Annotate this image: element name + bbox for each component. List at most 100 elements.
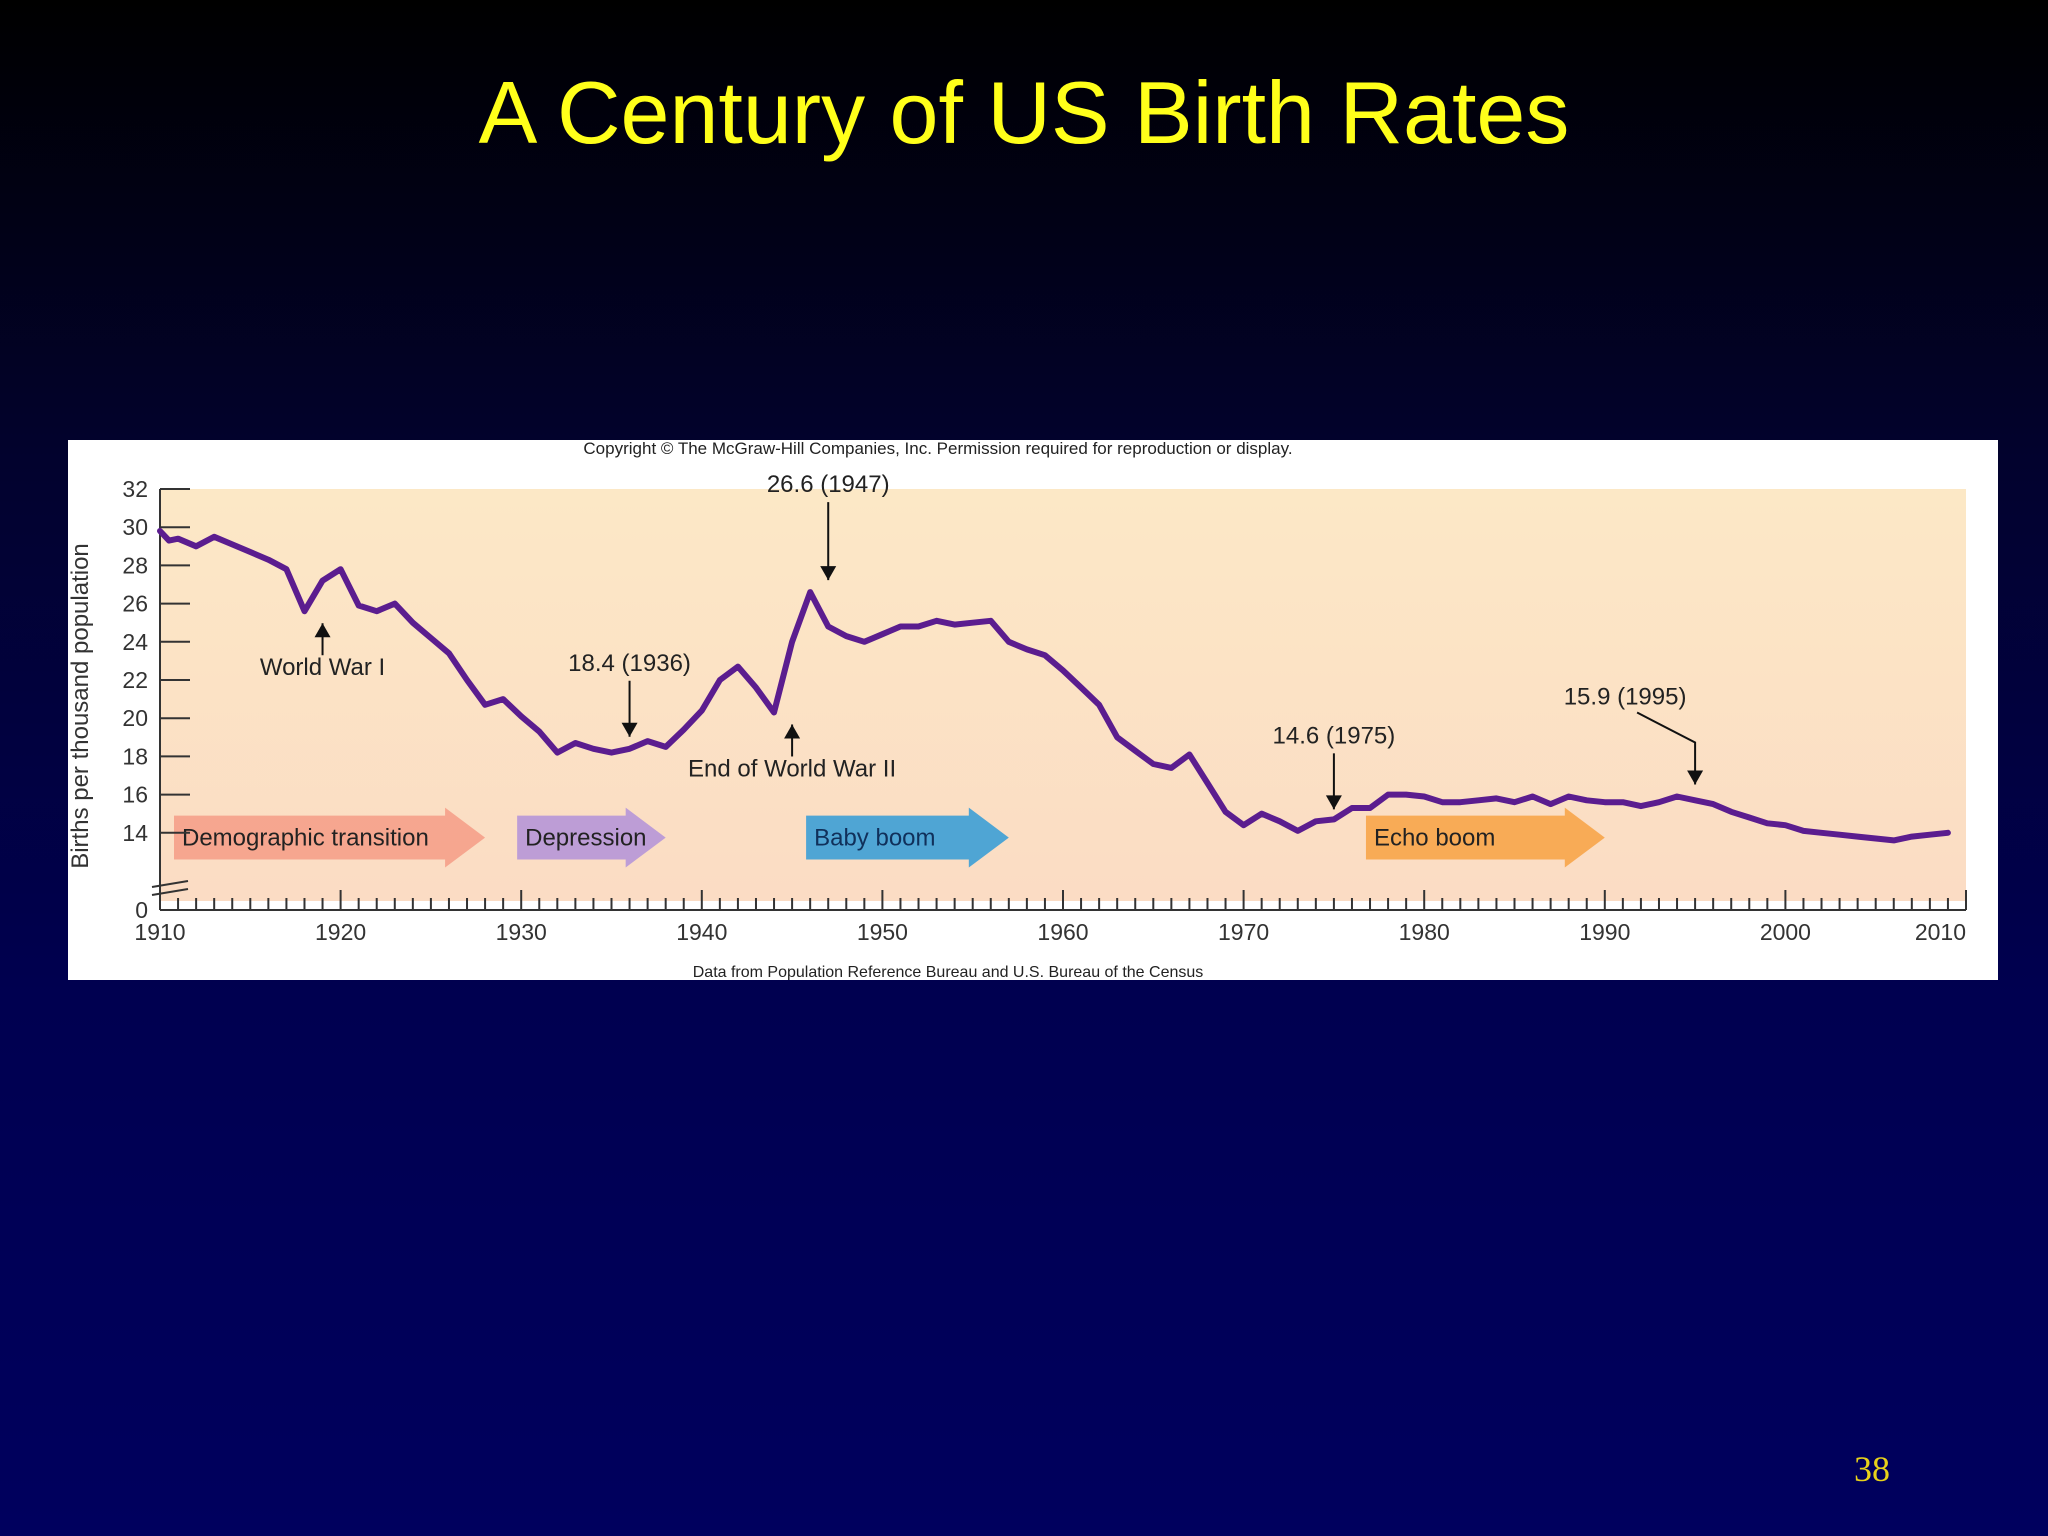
axis-break-mark (151, 880, 189, 888)
data-point (1169, 765, 1174, 771)
data-point (735, 664, 741, 669)
data-point (1385, 792, 1391, 797)
data-point (1313, 819, 1319, 824)
data-point (1422, 794, 1427, 799)
y-axis-label: Births per thousand population (68, 543, 94, 869)
data-point (1349, 805, 1355, 811)
annotation-label: World War I (260, 654, 385, 681)
data-point (1205, 780, 1210, 786)
data-point (880, 631, 885, 637)
data-point (591, 746, 596, 751)
data-point (166, 538, 172, 543)
data-point (1151, 761, 1156, 767)
data-point (1747, 815, 1752, 820)
data-point (175, 536, 181, 541)
data-point (771, 710, 777, 715)
data-point (1855, 834, 1860, 839)
data-point (1096, 702, 1102, 708)
data-point (645, 738, 650, 744)
data-point (1367, 805, 1373, 811)
data-point (1494, 796, 1499, 801)
data-point (266, 557, 271, 562)
data-point (627, 746, 632, 751)
x-tick-label: 1910 (134, 919, 185, 945)
data-point (157, 528, 163, 534)
data-point (428, 635, 434, 641)
axis-break-mark (151, 888, 189, 896)
data-point (1945, 830, 1951, 835)
data-point (1891, 838, 1896, 843)
data-point (446, 651, 452, 656)
x-tick-label: 1970 (1218, 919, 1269, 945)
data-point (1512, 800, 1517, 805)
data-point (1440, 800, 1445, 805)
data-point (717, 677, 723, 683)
data-point (1060, 668, 1066, 673)
annotation-arrow-head (1687, 770, 1704, 785)
data-point (1331, 817, 1337, 822)
annotation-arrow-head (1325, 795, 1342, 810)
y-break-label: 0 (135, 897, 148, 923)
era-label: Depression (525, 825, 646, 852)
copyright-text: Copyright © The McGraw-Hill Companies, I… (583, 440, 1292, 458)
data-point (934, 618, 939, 623)
x-tick-label: 2010 (1915, 919, 1966, 945)
data-point (862, 639, 867, 644)
data-point (1873, 836, 1878, 841)
data-point (1729, 809, 1734, 814)
data-point (320, 578, 325, 583)
data-point (681, 727, 686, 732)
data-point (663, 744, 668, 750)
data-point (609, 750, 614, 755)
data-point (1620, 800, 1626, 805)
data-point (410, 620, 416, 625)
data-point (1006, 639, 1012, 644)
x-tick-label: 1930 (496, 919, 547, 945)
y-tick-label: 28 (122, 552, 148, 578)
y-tick-label: 30 (122, 514, 148, 540)
data-point (807, 589, 813, 595)
data-point (392, 601, 397, 606)
data-point (826, 624, 831, 629)
x-tick-label: 2000 (1760, 919, 1811, 945)
data-point (1241, 822, 1246, 828)
data-point (988, 618, 993, 623)
y-tick-label: 32 (122, 476, 148, 502)
x-tick-label: 1950 (857, 919, 908, 945)
x-tick-label: 1960 (1037, 919, 1088, 945)
era-arrow (1365, 807, 1605, 868)
data-point (1114, 735, 1120, 740)
y-tick-label: 24 (122, 629, 148, 655)
data-point (230, 542, 235, 547)
y-tick-label: 20 (122, 705, 148, 731)
data-point (1548, 801, 1553, 807)
chart-panel: Copyright © The McGraw-Hill Companies, I… (68, 440, 1998, 980)
data-point (699, 708, 704, 713)
data-point (1909, 834, 1915, 839)
data-point (248, 549, 253, 555)
data-point (1259, 811, 1264, 816)
data-point (1566, 794, 1571, 799)
data-point (519, 714, 524, 719)
annotation-arrow-head (621, 722, 638, 737)
data-point (573, 740, 578, 746)
data-point (1837, 832, 1842, 837)
era-label: Echo boom (1374, 825, 1495, 852)
data-point (537, 729, 542, 734)
data-point (1133, 748, 1138, 753)
data-point (1403, 792, 1409, 797)
slide-title: A Century of US Birth Rates (478, 63, 1570, 162)
data-point (1602, 800, 1608, 805)
data-point (374, 609, 379, 614)
data-point (1042, 652, 1048, 658)
data-point (1295, 828, 1300, 834)
data-point (844, 633, 849, 639)
annotation-label: 14.6 (1975) (1273, 722, 1396, 749)
y-tick-label: 18 (122, 743, 148, 769)
birth-rate-chart: Copyright © The McGraw-Hill Companies, I… (68, 440, 1967, 980)
data-point (1710, 801, 1716, 807)
data-point (356, 603, 361, 608)
data-point (1024, 647, 1030, 652)
data-point (916, 624, 921, 629)
y-tick-label: 16 (122, 782, 148, 808)
